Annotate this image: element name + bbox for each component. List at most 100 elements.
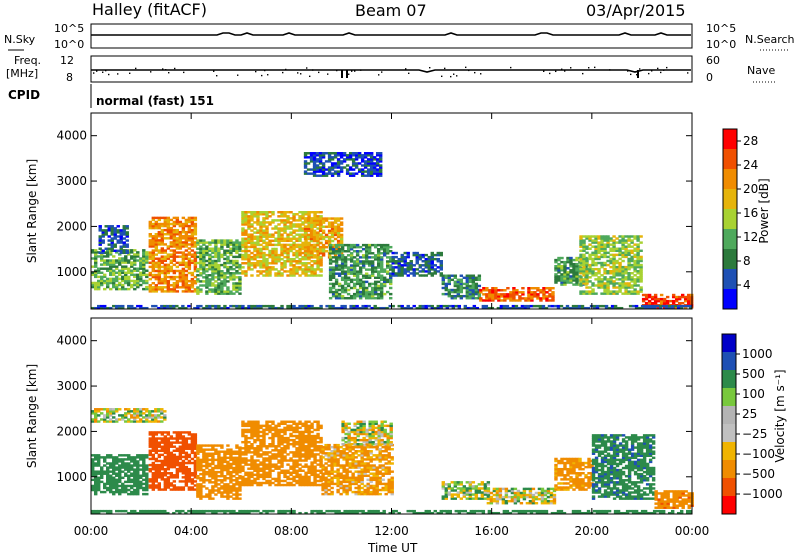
heatmap-cell [115, 474, 119, 477]
heatmap-cell [324, 219, 329, 222]
heatmap-cell [136, 454, 140, 457]
heatmap-cell [468, 292, 473, 296]
heatmap-cell [172, 257, 177, 260]
heatmap-cell [612, 276, 616, 279]
heatmap-cell [444, 292, 448, 296]
heatmap-cell [361, 262, 366, 265]
heatmap-cell [118, 468, 122, 471]
heatmap-cell [337, 306, 341, 310]
heatmap-cell [112, 478, 116, 482]
heatmap-cell [316, 211, 320, 214]
heatmap-cell [109, 456, 113, 459]
heatmap-cell [214, 265, 218, 269]
heatmap-cell [220, 468, 224, 472]
heatmap-cell [597, 257, 601, 261]
heatmap-cell [163, 443, 168, 446]
heatmap-cell [232, 462, 236, 466]
heatmap-cell [94, 287, 98, 291]
heatmap-cell [433, 257, 437, 261]
heatmap-cell [232, 452, 236, 455]
heatmap-cell [172, 445, 177, 448]
heatmap-cell [479, 297, 483, 300]
heatmap-cell [181, 449, 186, 453]
heatmap-cell [339, 156, 344, 159]
heatmap-cell [283, 247, 287, 251]
heatmap-cell [262, 477, 266, 481]
heatmap-cell [346, 247, 351, 251]
heatmap-cell [575, 267, 579, 270]
heatmap-cell [250, 264, 254, 267]
heatmap-cell [217, 267, 221, 271]
heatmap-cell [202, 450, 206, 453]
heatmap-cell [530, 297, 534, 300]
heatmap-cell [615, 247, 619, 250]
heatmap-cell [372, 166, 377, 169]
heatmap-cell [91, 271, 95, 275]
heatmap-cell [616, 306, 621, 310]
heatmap-cell [566, 279, 570, 282]
heatmap-cell [118, 484, 122, 488]
heatmap-cell [250, 243, 254, 247]
heatmap-cell [190, 286, 195, 289]
heatmap-cell [241, 440, 245, 444]
heatmap-cell [172, 224, 177, 228]
heatmap-cell [579, 235, 583, 238]
heatmap-cell [259, 211, 263, 214]
heatmap-cell [597, 245, 601, 248]
heatmap-cell [133, 281, 137, 285]
heatmap-cell [342, 160, 347, 163]
heatmap-cell [319, 264, 323, 267]
heatmap-cell [154, 463, 159, 467]
heatmap-cell [630, 286, 634, 289]
heatmap-cell [634, 304, 639, 308]
heatmap-cell [118, 492, 122, 496]
heatmap-cell [277, 260, 281, 263]
heatmap-cell [202, 448, 206, 451]
heatmap-cell [309, 229, 314, 233]
heatmap-cell [627, 253, 631, 257]
heatmap-cell [211, 263, 215, 267]
heatmap-cell [286, 304, 290, 308]
heatmap-cell [97, 482, 101, 486]
heatmap-cell [151, 445, 156, 448]
heatmap-cell [376, 243, 381, 247]
heatmap-cell [262, 264, 266, 267]
heatmap-cell [238, 493, 242, 496]
heatmap-cell [292, 231, 296, 234]
heatmap-cell [235, 286, 239, 289]
heatmap-cell [238, 286, 242, 289]
heatmap-cell [100, 271, 104, 275]
heatmap-cell [103, 490, 107, 494]
nave-dot [93, 72, 95, 74]
heatmap-cell [160, 472, 165, 475]
heatmap-cell [187, 437, 192, 440]
heatmap-cell [196, 495, 200, 498]
heatmap-cell [535, 304, 540, 308]
heatmap-cell [175, 447, 180, 450]
heatmap-cell [363, 160, 368, 163]
heatmap-cell [527, 286, 531, 290]
heatmap-cell [235, 245, 239, 248]
heatmap-cell [563, 264, 567, 268]
heatmap-cell [639, 288, 643, 291]
heatmap-cell [166, 237, 171, 240]
heatmap-cell [199, 261, 203, 265]
heatmap-cell [379, 288, 384, 292]
heatmap-cell [235, 306, 239, 310]
heatmap-cell [336, 154, 341, 157]
heatmap-cell [424, 266, 428, 269]
heatmap-cell [223, 460, 227, 464]
heatmap-cell [184, 457, 189, 461]
heatmap-cell [250, 467, 254, 470]
heatmap-cell [253, 451, 257, 454]
heatmap-cell [217, 464, 221, 468]
heatmap-cell [318, 229, 323, 233]
heatmap-cell [91, 454, 95, 457]
heatmap-cell [319, 304, 323, 308]
heatmap-cell [321, 164, 326, 167]
heatmap-cell [262, 428, 266, 432]
heatmap-cell [241, 451, 245, 454]
heatmap-cell [572, 277, 576, 280]
heatmap-cell [527, 289, 531, 292]
heatmap-cell [106, 472, 110, 475]
